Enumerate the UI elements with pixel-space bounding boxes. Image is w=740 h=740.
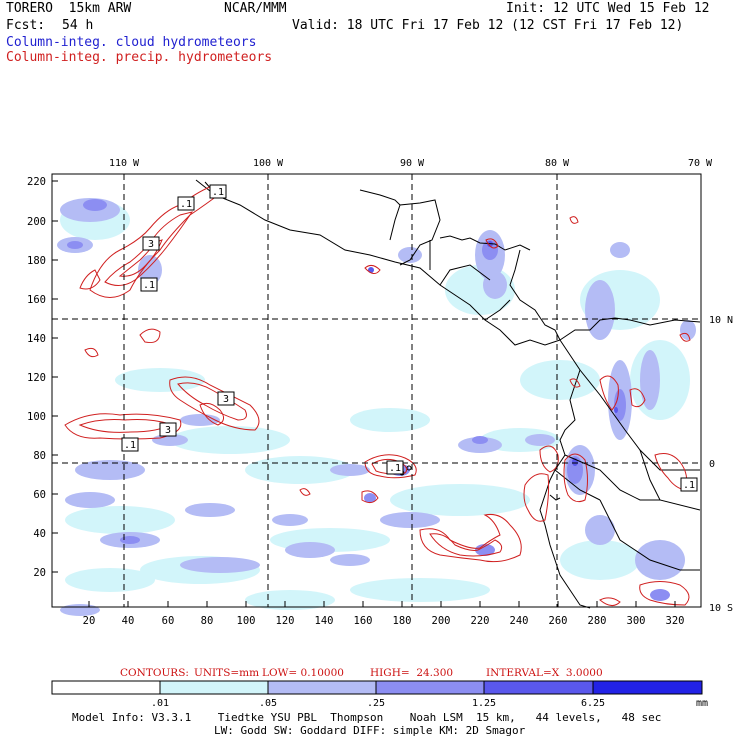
contours-high: HIGH= 24.300: [370, 667, 454, 679]
contours-label: CONTOURS:: [120, 667, 189, 679]
colorbar-swatch: [159, 680, 269, 695]
y-tick-label: 20: [33, 567, 46, 579]
x-tick-label: 220: [471, 615, 490, 627]
y-tick-label: 160: [27, 294, 46, 306]
x-tick-label: 180: [393, 615, 412, 627]
contour-label: .1: [180, 199, 192, 210]
lon-label: 110 W: [109, 158, 140, 169]
contours-interval: INTERVAL=X 3.0000: [486, 667, 603, 679]
x-tick-label: 80: [201, 615, 214, 627]
lon-label: 90 W: [400, 158, 425, 169]
y-tick-label: 140: [27, 333, 46, 345]
contour-label: .1: [683, 480, 695, 491]
y-tick-label: 180: [27, 255, 46, 267]
x-tick-label: 260: [549, 615, 568, 627]
field-precip-title: Column-integ. precip. hydrometeors: [6, 50, 273, 65]
contour-label: 3: [223, 394, 229, 405]
contour-label: 3: [148, 239, 154, 250]
colorbar-label: .01: [151, 698, 169, 709]
lat-lon-grid: [52, 174, 701, 607]
model-info-line1: Model Info: V3.3.1 Tiedtke YSU PBL Thomp…: [72, 711, 662, 724]
forecast-label: Fcst:: [6, 18, 46, 33]
colorbar-label: 1.25: [472, 698, 496, 709]
y-tick-label: 40: [33, 528, 46, 540]
contour-value-labels: .1 .1 .1 .1 3 .1 3 3 .1: [121, 184, 698, 492]
x-tick-label: 120: [276, 615, 295, 627]
colorbar-label: .25: [367, 698, 385, 709]
lat-label: 10 N: [709, 315, 733, 326]
colorbar-swatch: [375, 680, 485, 695]
cloud-shading: [57, 198, 696, 616]
map-frame: [51, 173, 702, 608]
axis-ticks: [52, 180, 676, 607]
contours-low: LOW= 0.10000: [262, 667, 344, 679]
x-tick-label: 240: [510, 615, 529, 627]
y-tick-label: 80: [33, 450, 46, 462]
contours-units: UNITS=mm: [194, 667, 260, 679]
x-tick-label: 200: [432, 615, 451, 627]
x-tick-labels: 20 40 60 80 100 120 140 160 180 200 220 …: [83, 615, 685, 627]
x-tick-label: 20: [83, 615, 96, 627]
colorbar-swatch: [592, 680, 703, 695]
colorbar-swatch: [51, 680, 161, 695]
field-cloud-title: Column-integ. cloud hydrometeors: [6, 35, 257, 50]
y-tick-labels: 220 200 180 160 140 120 100 80 60 40 20: [27, 176, 46, 579]
lon-label: 80 W: [545, 158, 570, 169]
latitude-labels: 10 N 0 10 S: [709, 315, 733, 614]
colorbar-swatch: [267, 680, 377, 695]
valid-time: Valid: 18 UTC Fri 17 Feb 12 (12 CST Fri …: [292, 18, 684, 33]
x-tick-label: 100: [237, 615, 256, 627]
y-tick-label: 120: [27, 372, 46, 384]
contour-label: 3: [165, 425, 171, 436]
lat-label: 10 S: [709, 603, 733, 614]
colorbar: .01 .05 .25 1.25 6.25 mm: [51, 680, 708, 709]
contour-label: .1: [143, 280, 155, 291]
colorbar-label: .05: [259, 698, 277, 709]
x-tick-label: 40: [122, 615, 135, 627]
x-tick-label: 280: [588, 615, 607, 627]
forecast-hour: 54 h: [62, 18, 94, 33]
x-tick-label: 160: [354, 615, 373, 627]
colorbar-unit: mm: [696, 698, 708, 709]
colorbar-label: 6.25: [581, 698, 605, 709]
lon-label: 70 W: [688, 158, 713, 169]
contour-label: .1: [124, 440, 136, 451]
x-tick-label: 320: [666, 615, 685, 627]
model-name: TORERO 15km ARW: [6, 1, 132, 16]
x-tick-label: 140: [315, 615, 334, 627]
x-tick-label: 300: [627, 615, 646, 627]
init-time: Init: 12 UTC Wed 15 Feb 12: [506, 1, 710, 16]
y-tick-label: 200: [27, 216, 46, 228]
contour-label: .1: [389, 463, 401, 474]
y-tick-label: 220: [27, 176, 46, 188]
contour-label: .1: [212, 187, 224, 198]
colorbar-swatch: [483, 680, 594, 695]
lat-label: 0: [709, 459, 715, 470]
y-tick-label: 60: [33, 489, 46, 501]
x-tick-label: 60: [162, 615, 175, 627]
lon-label: 100 W: [253, 158, 284, 169]
model-info-line2: LW: Godd SW: Goddard DIFF: simple KM: 2D…: [214, 724, 526, 737]
y-tick-label: 100: [27, 411, 46, 423]
organization: NCAR/MMM: [224, 1, 287, 16]
longitude-labels: 110 W 100 W 90 W 80 W 70 W: [109, 158, 713, 169]
